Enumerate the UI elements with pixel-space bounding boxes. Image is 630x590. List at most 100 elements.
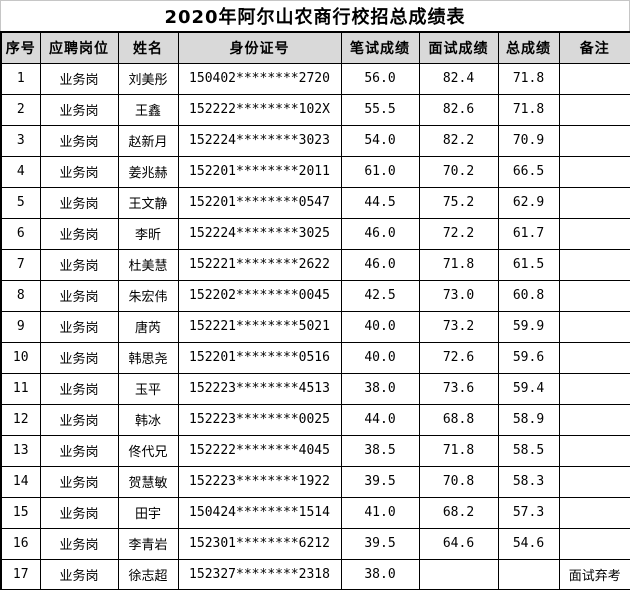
- cell-index: 13: [0, 434, 41, 467]
- cell-interview-score: 82.6: [418, 93, 499, 126]
- cell-interview-score: 73.0: [418, 279, 499, 312]
- cell-total-score: 70.9: [497, 124, 560, 157]
- cell-interview-score: 68.8: [418, 403, 499, 436]
- cell-position: 业务岗: [39, 124, 119, 157]
- cell-name: 刘美彤: [117, 62, 179, 95]
- cell-remarks: [558, 279, 630, 312]
- cell-interview-score: 64.6: [418, 527, 499, 560]
- header-cell-id-number: 身份证号: [177, 31, 342, 64]
- cell-position: 业务岗: [39, 465, 119, 498]
- cell-position: 业务岗: [39, 62, 119, 95]
- cell-id-number: 152222********4045: [177, 434, 342, 467]
- table-row: 8 业务岗 朱宏伟 152202********0045 42.5 73.0 60.8: [0, 279, 630, 312]
- cell-index: 5: [0, 186, 41, 219]
- cell-interview-score: 82.4: [418, 62, 499, 95]
- cell-name: 朱宏伟: [117, 279, 179, 312]
- cell-written-score: 40.0: [340, 310, 420, 343]
- cell-position: 业务岗: [39, 434, 119, 467]
- cell-id-number: 152222********102X: [177, 93, 342, 126]
- cell-written-score: 44.5: [340, 186, 420, 219]
- cell-id-number: 150424********1514: [177, 496, 342, 529]
- cell-name: 贺慧敏: [117, 465, 179, 498]
- cell-position: 业务岗: [39, 558, 119, 590]
- cell-position: 业务岗: [39, 279, 119, 312]
- cell-name: 佟代兄: [117, 434, 179, 467]
- cell-index: 6: [0, 217, 41, 250]
- cell-index: 1: [0, 62, 41, 95]
- table-row: 11 业务岗 玉平 152223********4513 38.0 73.6 59.4: [0, 372, 630, 405]
- table-row: 6 业务岗 李昕 152224********3025 46.0 72.2 61.7: [0, 217, 630, 250]
- cell-name: 李青岩: [117, 527, 179, 560]
- header-cell-written-score: 笔试成绩: [340, 31, 420, 64]
- cell-interview-score: 71.8: [418, 434, 499, 467]
- cell-position: 业务岗: [39, 217, 119, 250]
- table-row: 2 业务岗 王鑫 152222********102X 55.5 82.6 71.8: [0, 93, 630, 126]
- cell-total-score: 54.6: [497, 527, 560, 560]
- cell-total-score: 71.8: [497, 93, 560, 126]
- header-cell-remarks: 备注: [558, 31, 630, 64]
- cell-written-score: 46.0: [340, 217, 420, 250]
- cell-remarks: [558, 434, 630, 467]
- cell-interview-score: 75.2: [418, 186, 499, 219]
- cell-index: 12: [0, 403, 41, 436]
- cell-total-score: [497, 558, 560, 590]
- cell-position: 业务岗: [39, 403, 119, 436]
- cell-position: 业务岗: [39, 155, 119, 188]
- cell-total-score: 62.9: [497, 186, 560, 219]
- cell-interview-score: [418, 558, 499, 590]
- cell-interview-score: 70.2: [418, 155, 499, 188]
- cell-total-score: 58.3: [497, 465, 560, 498]
- cell-remarks: [558, 155, 630, 188]
- cell-name: 韩思尧: [117, 341, 179, 374]
- cell-position: 业务岗: [39, 341, 119, 374]
- cell-name: 徐志超: [117, 558, 179, 590]
- table-row: 1 业务岗 刘美彤 150402********2720 56.0 82.4 71.8: [0, 62, 630, 95]
- cell-remarks: [558, 465, 630, 498]
- cell-total-score: 58.9: [497, 403, 560, 436]
- cell-interview-score: 82.2: [418, 124, 499, 157]
- table-row: 16 业务岗 李青岩 152301********6212 39.5 64.6 54.6: [0, 527, 630, 560]
- table-row: 7 业务岗 杜美慧 152221********2622 46.0 71.8 61.5: [0, 248, 630, 281]
- cell-total-score: 59.6: [497, 341, 560, 374]
- cell-id-number: 152223********0025: [177, 403, 342, 436]
- cell-remarks: [558, 217, 630, 250]
- cell-index: 2: [0, 93, 41, 126]
- cell-id-number: 152327********2318: [177, 558, 342, 590]
- cell-written-score: 44.0: [340, 403, 420, 436]
- cell-written-score: 38.0: [340, 372, 420, 405]
- cell-index: 17: [0, 558, 41, 590]
- cell-index: 9: [0, 310, 41, 343]
- cell-total-score: 59.4: [497, 372, 560, 405]
- cell-remarks: [558, 62, 630, 95]
- cell-remarks: [558, 527, 630, 560]
- cell-index: 7: [0, 248, 41, 281]
- cell-id-number: 152301********6212: [177, 527, 342, 560]
- cell-name: 李昕: [117, 217, 179, 250]
- table-row: 9 业务岗 唐芮 152221********5021 40.0 73.2 59.9: [0, 310, 630, 343]
- cell-written-score: 61.0: [340, 155, 420, 188]
- table-row: 15 业务岗 田宇 150424********1514 41.0 68.2 57.3: [0, 496, 630, 529]
- cell-name: 王鑫: [117, 93, 179, 126]
- cell-written-score: 39.5: [340, 527, 420, 560]
- cell-remarks: [558, 93, 630, 126]
- cell-remarks: [558, 372, 630, 405]
- cell-interview-score: 73.6: [418, 372, 499, 405]
- cell-name: 玉平: [117, 372, 179, 405]
- cell-remarks: [558, 310, 630, 343]
- cell-total-score: 59.9: [497, 310, 560, 343]
- cell-position: 业务岗: [39, 248, 119, 281]
- cell-id-number: 152223********4513: [177, 372, 342, 405]
- cell-total-score: 66.5: [497, 155, 560, 188]
- cell-id-number: 152221********2622: [177, 248, 342, 281]
- cell-name: 赵新月: [117, 124, 179, 157]
- table-row: 13 业务岗 佟代兄 152222********4045 38.5 71.8 58.5: [0, 434, 630, 467]
- cell-written-score: 40.0: [340, 341, 420, 374]
- table-row: 17 业务岗 徐志超 152327********2318 38.0 面试弃考: [0, 558, 630, 590]
- cell-id-number: 152223********1922: [177, 465, 342, 498]
- cell-name: 杜美慧: [117, 248, 179, 281]
- cell-id-number: 152224********3025: [177, 217, 342, 250]
- cell-interview-score: 72.2: [418, 217, 499, 250]
- cell-remarks: 面试弃考: [558, 558, 630, 590]
- cell-written-score: 42.5: [340, 279, 420, 312]
- cell-index: 16: [0, 527, 41, 560]
